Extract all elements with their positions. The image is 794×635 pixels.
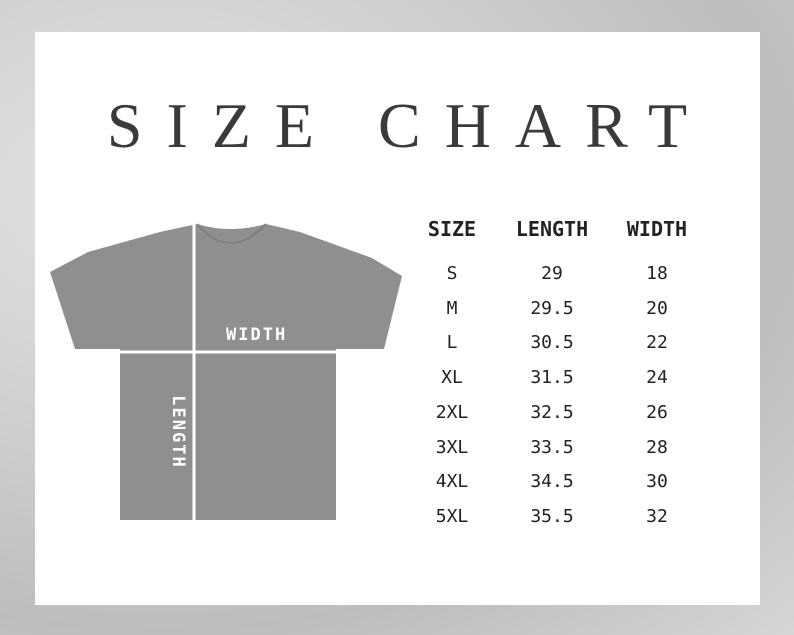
cell-length: 33.5	[530, 436, 574, 458]
cell-length: 29.5	[530, 297, 574, 319]
cell-size: M	[446, 297, 458, 319]
cell-size: L	[446, 332, 458, 354]
tshirt-shape	[50, 224, 402, 520]
cell-width: 24	[646, 367, 668, 389]
header-width: WIDTH	[626, 217, 688, 241]
cell-size: 2XL	[435, 401, 469, 423]
cell-length: 31.5	[530, 367, 574, 389]
length-label: LENGTH	[168, 395, 188, 469]
cell-size: 3XL	[435, 436, 469, 458]
cell-size: 4XL	[435, 471, 469, 493]
cell-width: 18	[646, 263, 668, 284]
cell-length: 29	[541, 263, 563, 284]
cell-size: S	[446, 263, 458, 284]
cell-length: 34.5	[530, 471, 574, 493]
cell-length: 35.5	[530, 505, 574, 527]
cell-width: 20	[646, 297, 668, 319]
width-label: WIDTH	[226, 325, 288, 345]
page-title: SIZE CHART	[106, 90, 712, 161]
cell-size: 5XL	[435, 505, 469, 527]
cell-length: 30.5	[530, 332, 574, 354]
cell-width: 28	[646, 436, 668, 458]
cell-width: 26	[646, 401, 668, 423]
header-size: SIZE	[427, 217, 477, 241]
cell-width: 22	[646, 332, 668, 354]
cell-width: 30	[646, 471, 668, 493]
tshirt-collar	[196, 223, 267, 244]
header-length: LENGTH	[515, 217, 589, 241]
cell-width: 32	[646, 505, 668, 527]
cell-length: 32.5	[530, 401, 574, 423]
cell-size: XL	[441, 367, 463, 389]
